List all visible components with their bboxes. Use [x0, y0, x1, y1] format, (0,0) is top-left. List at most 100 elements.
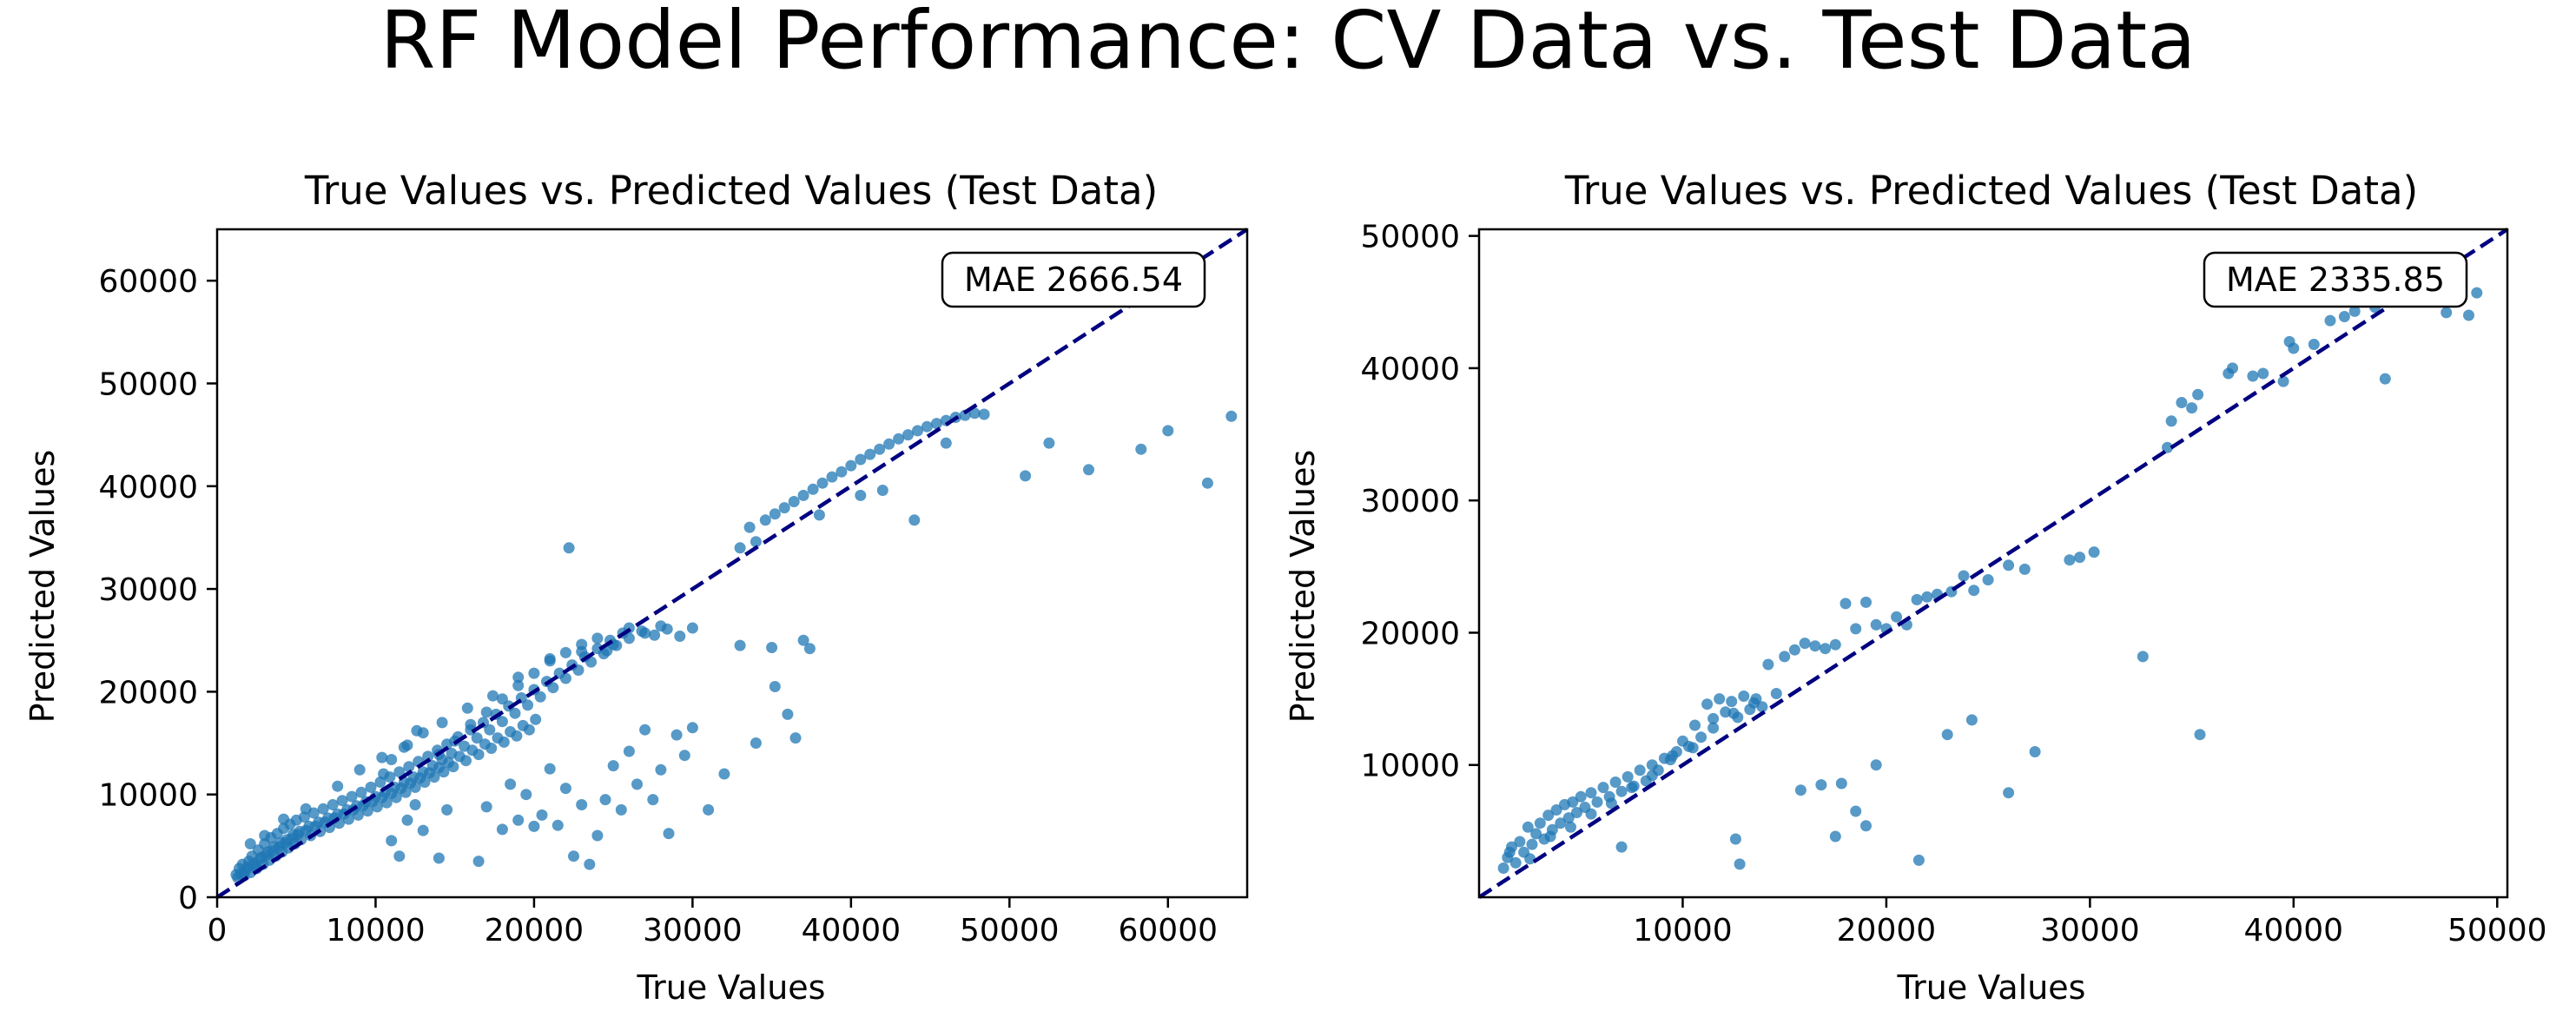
left-x-tick-label: 50000	[960, 913, 1060, 948]
data-point	[336, 795, 348, 807]
data-point	[2029, 746, 2041, 757]
left-axes-frame	[215, 228, 1249, 899]
data-point	[522, 699, 534, 711]
data-point	[511, 730, 523, 742]
data-point	[734, 542, 746, 554]
data-point	[883, 438, 895, 450]
data-point	[647, 794, 659, 806]
data-point	[940, 437, 952, 449]
data-point	[788, 496, 800, 507]
data-point	[855, 489, 867, 501]
data-point	[1497, 862, 1509, 874]
right-x-tick-label: 40000	[2244, 913, 2344, 948]
data-point	[1689, 719, 1701, 731]
data-point	[1043, 437, 1055, 449]
data-point	[591, 829, 604, 842]
right-x-axis-label: True Values	[1897, 968, 2086, 1007]
data-point	[401, 814, 413, 826]
data-point	[1707, 712, 1720, 724]
data-point	[480, 801, 492, 813]
data-point	[1526, 838, 1538, 850]
data-point	[465, 718, 477, 730]
right-x-tick-label: 30000	[2040, 913, 2140, 948]
data-point	[2257, 367, 2269, 380]
data-point	[876, 485, 888, 496]
data-point	[1788, 644, 1800, 656]
left-y-tick-label: 50000	[98, 367, 198, 402]
left-y-tick-label: 10000	[98, 778, 198, 814]
data-point	[2324, 314, 2336, 327]
data-point	[505, 778, 517, 790]
data-point	[1921, 591, 1933, 603]
data-point	[332, 780, 344, 792]
data-point	[512, 679, 525, 691]
data-point	[1850, 805, 1862, 817]
data-point	[534, 691, 546, 703]
data-point	[615, 803, 627, 816]
left-mae-box	[941, 251, 1206, 308]
data-point	[912, 425, 923, 437]
right-y-tick-label: 40000	[1360, 352, 1460, 387]
data-point	[401, 739, 413, 751]
data-point	[750, 737, 762, 749]
data-point	[1714, 693, 1726, 705]
data-point	[1941, 729, 1953, 741]
data-point	[433, 852, 445, 864]
data-point	[1794, 784, 1807, 796]
data-point	[2463, 309, 2474, 321]
data-point	[750, 536, 762, 548]
data-point	[1575, 790, 1587, 803]
data-point	[403, 761, 415, 773]
right-identity-line	[1477, 228, 2509, 899]
right-x-tick-label: 10000	[1633, 913, 1733, 948]
data-point	[1667, 750, 1679, 762]
data-point	[1567, 796, 1579, 808]
data-point	[623, 632, 635, 644]
data-point	[400, 786, 412, 798]
data-point	[1850, 623, 1862, 635]
data-point	[893, 433, 905, 445]
data-point	[766, 642, 778, 653]
data-point	[769, 681, 781, 692]
data-point	[2227, 362, 2238, 374]
data-point	[2379, 373, 2391, 385]
data-point	[1634, 764, 1646, 777]
data-point	[1870, 759, 1882, 771]
data-point	[686, 622, 698, 634]
data-point	[1524, 853, 1536, 865]
data-point	[1829, 638, 1841, 651]
data-point	[1020, 470, 1032, 482]
right-y-tick-label: 30000	[1360, 484, 1460, 519]
data-point	[623, 745, 635, 757]
data-point	[826, 471, 838, 483]
data-point	[487, 690, 499, 702]
right-points-layer	[1497, 287, 2483, 874]
data-point	[1965, 714, 1978, 726]
data-point	[1835, 777, 1847, 790]
data-point	[1597, 782, 1609, 794]
data-point	[572, 664, 585, 676]
data-point	[670, 729, 683, 741]
data-point	[419, 777, 431, 788]
data-point	[1083, 464, 1094, 476]
data-point	[1522, 821, 1534, 833]
data-point	[1591, 796, 1603, 808]
data-point	[496, 716, 508, 728]
data-point	[769, 508, 781, 520]
data-point	[498, 736, 510, 748]
right-mae-annotation: MAE 2335.85	[2203, 251, 2468, 308]
data-point	[2247, 370, 2259, 382]
data-point	[559, 672, 571, 684]
data-point	[1565, 821, 1576, 833]
left-x-tick-label: 0	[208, 913, 228, 948]
data-point	[1609, 777, 1622, 788]
data-point	[1534, 817, 1546, 829]
data-point	[2003, 787, 2015, 799]
data-point	[376, 751, 388, 763]
data-point	[631, 778, 643, 790]
data-point	[686, 722, 698, 734]
data-point	[1770, 688, 1782, 699]
right-y-axis-label: Predicted Values	[1284, 450, 1322, 724]
data-point	[1201, 477, 1213, 489]
